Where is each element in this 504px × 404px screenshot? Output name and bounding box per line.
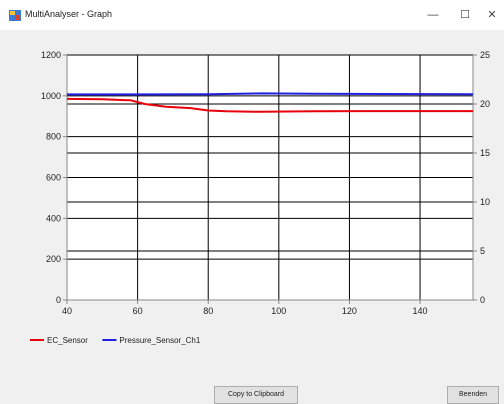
x-tick-label: 120 [342,306,357,316]
y2-tick-label: 25 [480,50,490,60]
close-window-button[interactable]: ✕ [487,9,497,21]
y2-tick-label: 10 [480,197,490,207]
y2-tick-label: 0 [480,295,485,305]
y-tick-label: 1200 [41,50,61,60]
graph-chart: 0 200 400 600 800 1000 1200 0 5 10 15 20 25 40 60 80 100… [30,50,490,345]
copy-to-clipboard-button[interactable]: Copy to Clipboard [214,386,298,404]
window-title: MultiAnalyser - Graph [25,9,113,19]
series-line-ec-sensor [66,97,473,113]
legend-label: Pressure_Sensor_Ch1 [119,336,200,345]
y-tick-label: 1000 [41,91,61,101]
y2-tick-label: 20 [480,99,490,109]
series-line-pressure-sensor-ch1 [67,92,474,96]
x-tick-label: 100 [271,306,286,316]
y-tick-label: 600 [46,173,61,183]
close-button[interactable]: Beenden [447,386,499,404]
title-bar: MultiAnalyser - Graph — ☐ ✕ [0,0,504,30]
minimize-button[interactable]: — [427,9,439,21]
y2-tick-label: 15 [480,148,490,158]
y-tick-label: 400 [46,213,61,223]
y2-tick-label: 5 [480,246,485,256]
legend-label: EC_Sensor [47,336,88,345]
y-tick-label: 0 [56,295,61,305]
maximize-button[interactable]: ☐ [460,9,470,21]
x-tick-label: 80 [203,306,213,316]
y-tick-label: 200 [46,254,61,264]
x-tick-label: 40 [62,306,72,316]
y-tick-label: 800 [46,132,61,142]
x-tick-label: 60 [133,306,143,316]
app-icon [9,10,21,21]
x-tick-label: 140 [413,306,428,316]
